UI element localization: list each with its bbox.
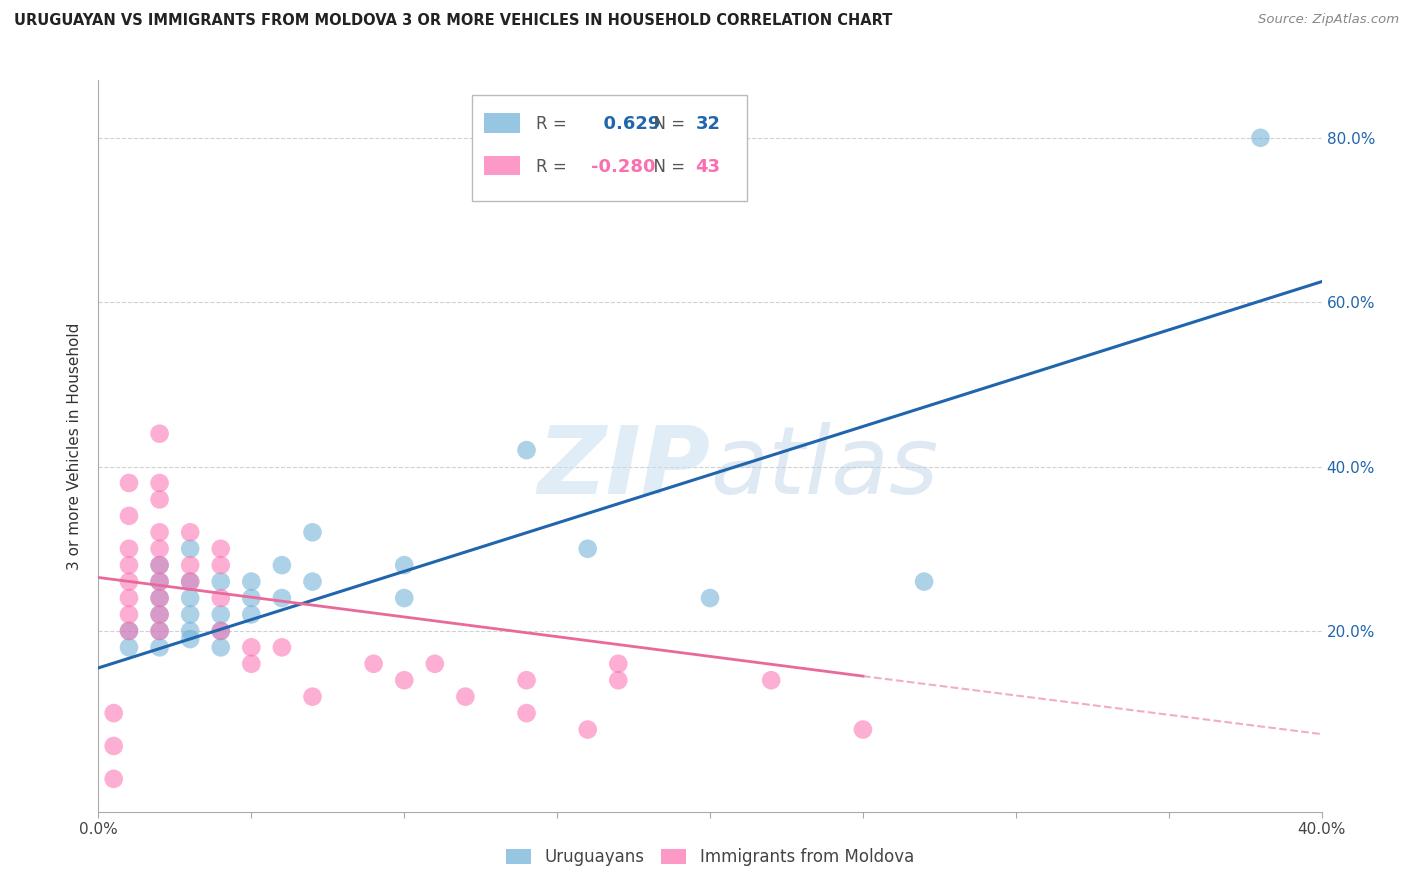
Point: [516, 443, 538, 458]
Text: -0.280: -0.280: [592, 158, 655, 176]
FancyBboxPatch shape: [484, 113, 520, 133]
Text: N =: N =: [643, 115, 690, 133]
Point: [209, 607, 232, 622]
Point: [149, 607, 172, 622]
Point: [699, 591, 721, 605]
Point: [149, 541, 172, 556]
Point: [516, 673, 538, 688]
Point: [423, 657, 446, 671]
Text: Source: ZipAtlas.com: Source: ZipAtlas.com: [1258, 13, 1399, 27]
Point: [179, 632, 201, 647]
Text: ZIP: ZIP: [537, 422, 710, 514]
Point: [118, 591, 141, 605]
Point: [118, 508, 141, 523]
Text: atlas: atlas: [710, 423, 938, 514]
Point: [149, 426, 172, 441]
FancyBboxPatch shape: [484, 155, 520, 176]
Legend: Uruguayans, Immigrants from Moldova: Uruguayans, Immigrants from Moldova: [499, 841, 921, 873]
Point: [179, 574, 201, 589]
Point: [149, 624, 172, 638]
Point: [149, 591, 172, 605]
Point: [118, 624, 141, 638]
Point: [209, 541, 232, 556]
Point: [118, 607, 141, 622]
Point: [149, 492, 172, 507]
Point: [759, 673, 782, 688]
Point: [179, 574, 201, 589]
Point: [209, 574, 232, 589]
Point: [103, 772, 125, 786]
Point: [454, 690, 477, 704]
Point: [852, 723, 875, 737]
Text: N =: N =: [643, 158, 690, 176]
Point: [912, 574, 935, 589]
Text: 43: 43: [696, 158, 720, 176]
Point: [103, 706, 125, 720]
Point: [179, 541, 201, 556]
Point: [209, 640, 232, 655]
Text: R =: R =: [536, 158, 572, 176]
Point: [392, 558, 416, 573]
Point: [118, 558, 141, 573]
Point: [179, 591, 201, 605]
Point: [149, 558, 172, 573]
Point: [149, 640, 172, 655]
Point: [209, 624, 232, 638]
Point: [1249, 130, 1271, 145]
Text: 0.629: 0.629: [592, 115, 661, 133]
Point: [270, 591, 292, 605]
Text: 32: 32: [696, 115, 720, 133]
Point: [149, 574, 172, 589]
Point: [118, 574, 141, 589]
Point: [576, 541, 599, 556]
Point: [240, 591, 263, 605]
Point: [301, 690, 323, 704]
Point: [179, 558, 201, 573]
Point: [149, 574, 172, 589]
Text: R =: R =: [536, 115, 572, 133]
Text: URUGUAYAN VS IMMIGRANTS FROM MOLDOVA 3 OR MORE VEHICLES IN HOUSEHOLD CORRELATION: URUGUAYAN VS IMMIGRANTS FROM MOLDOVA 3 O…: [14, 13, 893, 29]
Point: [149, 607, 172, 622]
Point: [363, 657, 385, 671]
Point: [209, 558, 232, 573]
Point: [179, 624, 201, 638]
Point: [149, 525, 172, 540]
Point: [179, 525, 201, 540]
Point: [576, 723, 599, 737]
Point: [240, 640, 263, 655]
Point: [118, 624, 141, 638]
Point: [301, 525, 323, 540]
Point: [118, 640, 141, 655]
Point: [149, 475, 172, 490]
Point: [270, 640, 292, 655]
Point: [392, 591, 416, 605]
Point: [392, 673, 416, 688]
Point: [149, 558, 172, 573]
Point: [607, 657, 630, 671]
Point: [607, 673, 630, 688]
Point: [149, 591, 172, 605]
Point: [209, 591, 232, 605]
Point: [118, 541, 141, 556]
Point: [301, 574, 323, 589]
Point: [209, 624, 232, 638]
Point: [270, 558, 292, 573]
Point: [149, 624, 172, 638]
FancyBboxPatch shape: [471, 95, 747, 201]
Point: [516, 706, 538, 720]
Point: [118, 475, 141, 490]
Point: [103, 739, 125, 753]
Point: [179, 607, 201, 622]
Point: [240, 574, 263, 589]
Point: [240, 607, 263, 622]
Point: [240, 657, 263, 671]
Y-axis label: 3 or more Vehicles in Household: 3 or more Vehicles in Household: [66, 322, 82, 570]
